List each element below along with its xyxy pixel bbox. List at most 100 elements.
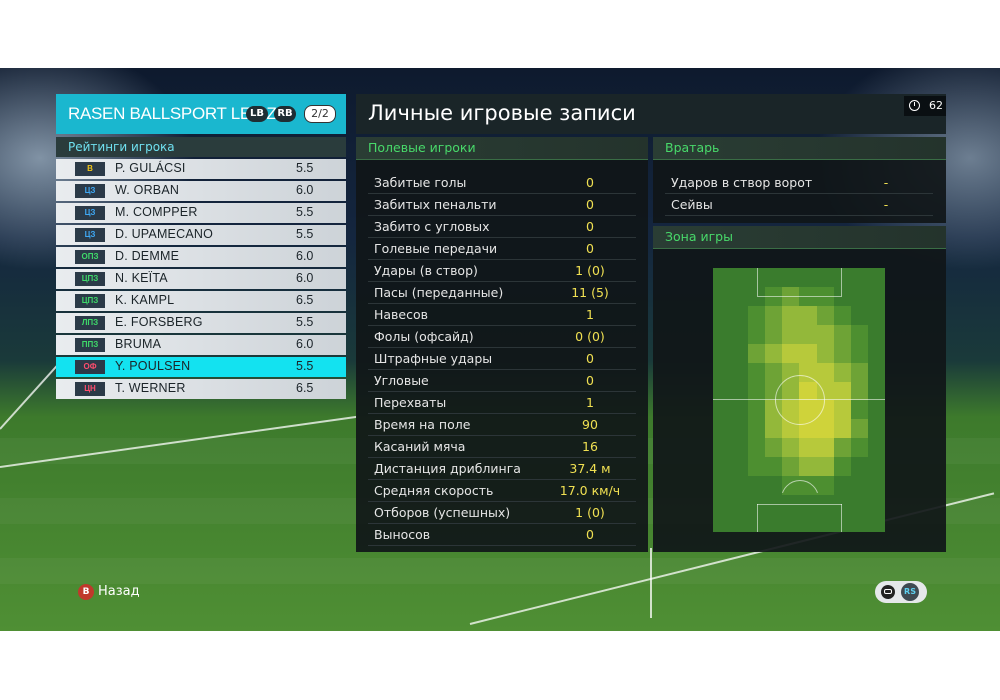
zone-title: Зона игры (653, 226, 946, 249)
player-name: P. GULÁCSI (115, 161, 186, 175)
heatmap-cell (867, 456, 885, 476)
stat-value: 0 (0) (575, 329, 605, 344)
player-row[interactable]: В P. GULÁCSI 5.5 (56, 159, 346, 179)
heatmap-cell (833, 268, 852, 288)
stat-row: Перехваты 1 (368, 392, 636, 414)
heatmap-cell (867, 475, 885, 495)
heatmap-cell (833, 286, 852, 307)
heatmap-cell (764, 362, 783, 382)
heatmap-cell (730, 286, 748, 307)
heatmap-cell (781, 305, 800, 326)
lb-button-icon[interactable]: LB (246, 106, 268, 122)
back-label[interactable]: Назад (98, 584, 140, 599)
heatmap-cell (799, 494, 817, 514)
heatmap-cell (713, 456, 731, 476)
position-badge: ЦПЗ (75, 294, 105, 308)
heatmap-cell (713, 343, 731, 363)
heatmap-cell (816, 305, 834, 326)
heatmap-cell (799, 324, 817, 344)
b-button-icon[interactable]: B (78, 584, 94, 600)
stat-row: Пасы (переданные) 11 (5) (368, 282, 636, 304)
player-row[interactable]: ЦЗ D. UPAMECANO 5.5 (56, 225, 346, 245)
gk-stat-label: Сейвы (671, 197, 713, 212)
position-badge: ЛПЗ (75, 316, 105, 330)
player-rating: 6.0 (296, 183, 314, 197)
heatmap-cell (816, 513, 834, 532)
position-badge: ЦЗ (75, 184, 105, 198)
stat-label: Средняя скорость (374, 483, 494, 498)
stat-row: Выносов 0 (368, 524, 636, 546)
position-badge: ЦН (75, 382, 105, 396)
penalty-box-bottom-left (757, 504, 758, 532)
player-row[interactable]: ОПЗ D. DEMME 6.0 (56, 247, 346, 267)
heatmap-cell (799, 437, 817, 458)
player-row[interactable]: ЦПЗ N. KEÏTA 6.0 (56, 269, 346, 289)
heatmap-cell (730, 494, 748, 514)
stat-value: 1 (0) (575, 505, 605, 520)
player-row[interactable]: ЦЗ M. COMPPER 5.5 (56, 203, 346, 223)
heatmap-cell (713, 400, 731, 420)
heatmap-cell (730, 362, 748, 382)
player-row[interactable]: ЦПЗ K. KAMPL 6.5 (56, 291, 346, 311)
heatmap-cell (730, 418, 748, 439)
heatmap-cell (747, 418, 766, 439)
stat-label: Касаний мяча (374, 439, 466, 454)
heatmap-cell (816, 343, 834, 363)
heatmap-cell (867, 418, 885, 439)
position-badge: ЦЗ (75, 228, 105, 242)
heatmap-cell (713, 513, 731, 532)
heatmap-cell (747, 324, 766, 344)
heatmap-cell (799, 268, 817, 288)
heatmap-cell (713, 475, 731, 495)
stat-value: 90 (582, 417, 598, 432)
player-row[interactable]: ЛПЗ E. FORSBERG 5.5 (56, 313, 346, 333)
chat-icon[interactable] (881, 585, 895, 599)
heatmap-cell (833, 381, 852, 401)
heatmap-cell (764, 475, 783, 495)
stat-label: Штрафные удары (374, 351, 493, 366)
heatmap-cell (764, 494, 783, 514)
heatmap-cell (713, 381, 731, 401)
player-name: Y. POULSEN (115, 359, 191, 373)
match-timer: 62 (904, 96, 946, 116)
heatmap-cell (867, 381, 885, 401)
stat-label: Забито с угловых (374, 219, 490, 234)
heatmap-cell (764, 343, 783, 363)
player-row[interactable]: ЦН T. WERNER 6.5 (56, 379, 346, 399)
heatmap-cell (747, 268, 766, 288)
heatmap-cell (833, 494, 852, 514)
controls-pill[interactable]: RS (875, 581, 927, 603)
player-name: W. ORBAN (115, 183, 180, 197)
heatmap-cell (730, 475, 748, 495)
player-row[interactable]: ЦЗ W. ORBAN 6.0 (56, 181, 346, 201)
heatmap-cell (833, 437, 852, 458)
stat-row: Отборов (успешных) 1 (0) (368, 502, 636, 524)
stat-row: Голевые передачи 0 (368, 238, 636, 260)
stat-row: Штрафные удары 0 (368, 348, 636, 370)
heatmap-cell (867, 494, 885, 514)
heatmap-cell (747, 513, 766, 532)
heatmap-cell (867, 324, 885, 344)
rs-button-icon[interactable]: RS (901, 583, 919, 601)
stat-value: 1 (586, 395, 594, 410)
heatmap-cell (833, 362, 852, 382)
stat-value: 1 (0) (575, 263, 605, 278)
stat-label: Удары (в створ) (374, 263, 478, 278)
heatmap-cell (799, 343, 817, 363)
stat-label: Перехваты (374, 395, 447, 410)
rb-button-icon[interactable]: RB (274, 106, 296, 122)
player-row[interactable]: ОФ Y. POULSEN 5.5 (56, 357, 346, 377)
heatmap-cell (850, 418, 869, 439)
gk-stat-value: - (883, 197, 889, 212)
heatmap-cell (781, 437, 800, 458)
player-row[interactable]: ППЗ BRUMA 6.0 (56, 335, 346, 355)
goalkeeper-title: Вратарь (653, 137, 946, 160)
heatmap-cell (764, 513, 783, 532)
heatmap-cell (764, 305, 783, 326)
heatmap-cell (730, 305, 748, 326)
heatmap (713, 268, 885, 532)
heatmap-cell (799, 305, 817, 326)
heatmap-cell (730, 381, 748, 401)
player-name: BRUMA (115, 337, 162, 351)
heatmap-cell (730, 268, 748, 288)
